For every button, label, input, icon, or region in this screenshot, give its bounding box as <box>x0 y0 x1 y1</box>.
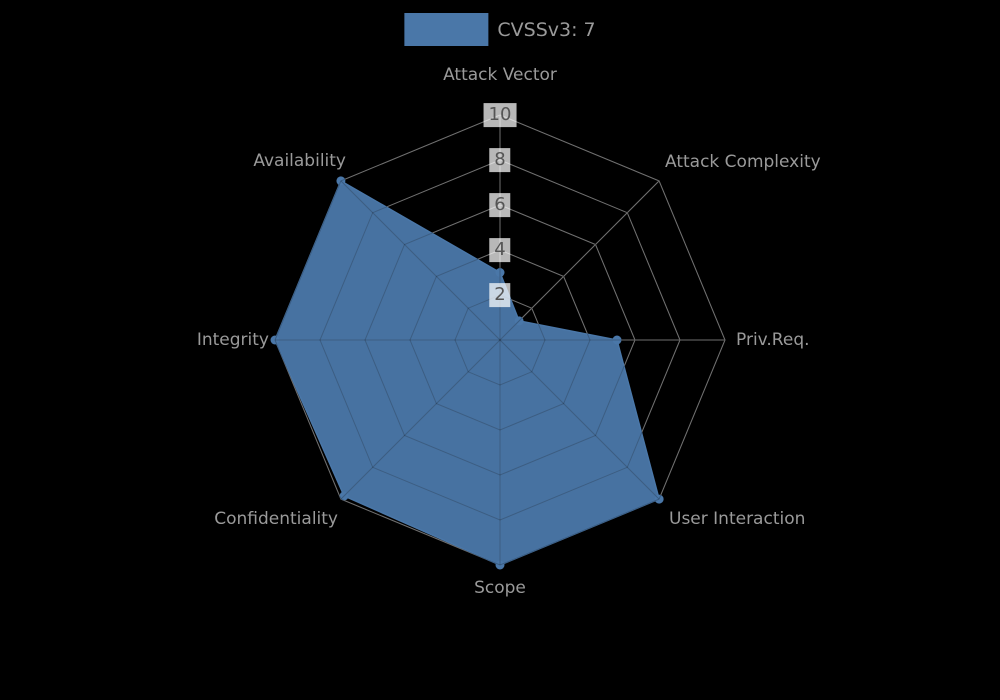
grid-ring-overlay <box>454 294 546 386</box>
series-marker <box>339 491 349 501</box>
series-marker <box>270 335 280 345</box>
grid-ring-overlay <box>319 159 681 521</box>
series-marker <box>514 316 524 326</box>
axis-label-attack-complexity: Attack Complexity <box>665 152 821 172</box>
grid-spoke-overlay <box>499 339 660 500</box>
axis-label-availability: Availability <box>253 151 346 171</box>
axis-label-confidentiality: Confidentiality <box>214 509 338 529</box>
series-marker <box>612 335 622 345</box>
legend: CVSSv3: 7 <box>404 13 596 46</box>
radial-tick-label: 10 <box>483 103 517 127</box>
legend-label: CVSSv3: 7 <box>497 18 596 41</box>
axis-label-attack-vector: Attack Vector <box>443 65 557 85</box>
grid-spoke-overlay <box>340 180 501 341</box>
series-marker <box>495 268 505 277</box>
axis-label-priv-req: Priv.Req. <box>736 330 810 350</box>
grid-ring-overlay <box>274 114 726 566</box>
series-marker <box>654 494 664 504</box>
grid-ring-overlay <box>364 204 636 476</box>
axis-label-user-interaction: User Interaction <box>669 509 806 529</box>
grid-spoke-overlay <box>499 180 660 341</box>
legend-swatch <box>404 13 489 46</box>
radial-tick-label: 6 <box>489 193 511 217</box>
series-marker <box>495 560 505 570</box>
radial-tick-label: 2 <box>489 283 511 307</box>
axis-label-integrity: Integrity <box>196 330 269 350</box>
series-marker <box>336 176 346 186</box>
grid-spoke <box>499 180 660 341</box>
grid-spoke-overlay <box>340 339 501 500</box>
radial-tick-label: 4 <box>489 238 511 262</box>
axis-label-scope: Scope <box>474 578 526 598</box>
radial-tick-label: 8 <box>489 148 511 172</box>
grid-ring-overlay <box>409 249 591 431</box>
